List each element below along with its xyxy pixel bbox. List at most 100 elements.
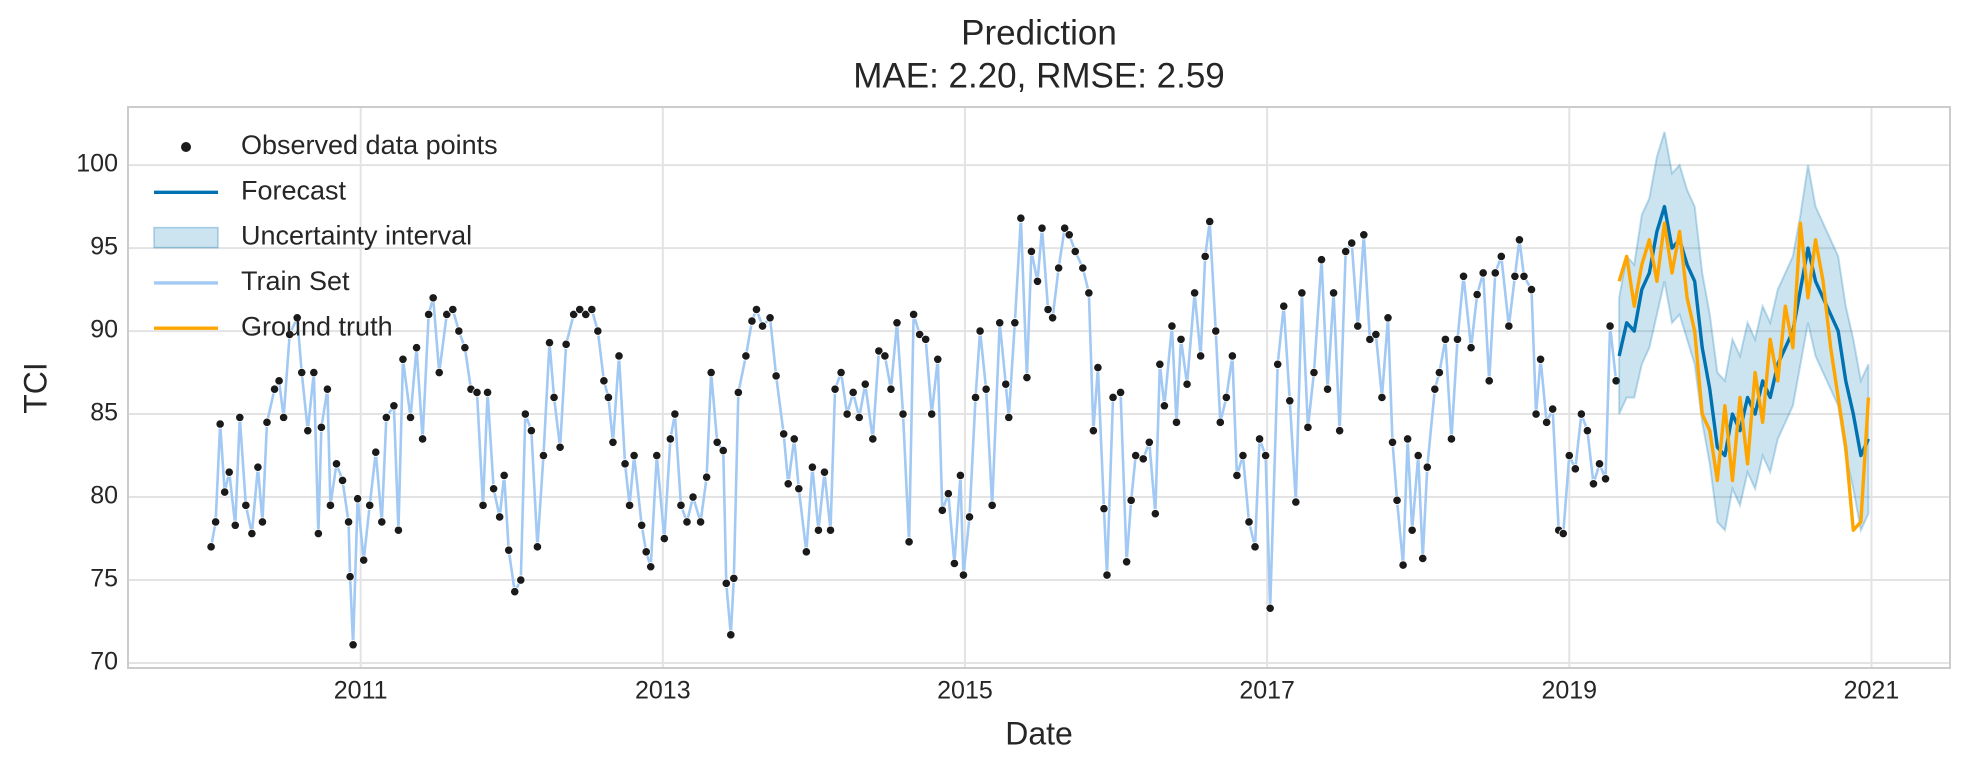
observed-point — [1088, 426, 1098, 436]
observed-point — [874, 346, 884, 356]
observed-point — [555, 442, 565, 452]
observed-point — [428, 293, 438, 303]
observed-point — [1190, 288, 1200, 298]
observed-point — [904, 537, 914, 547]
observed-point — [892, 318, 902, 328]
x-tick-label: 2019 — [1541, 677, 1597, 705]
observed-point — [454, 326, 464, 336]
observed-point — [789, 434, 799, 444]
observed-point — [389, 401, 399, 411]
observed-point — [1526, 284, 1537, 295]
observed-point — [325, 500, 336, 510]
observed-point — [417, 434, 428, 444]
observed-point — [345, 572, 355, 582]
observed-point — [1171, 417, 1182, 427]
observed-point — [1496, 251, 1506, 261]
observed-point — [629, 450, 639, 461]
observed-point — [801, 547, 811, 557]
observed-point — [309, 367, 319, 378]
observed-point — [405, 412, 416, 422]
observed-point — [915, 329, 925, 339]
observed-point — [1070, 246, 1080, 256]
observed-point — [253, 462, 263, 472]
observed-point — [215, 419, 225, 429]
observed-point — [970, 392, 981, 403]
observed-point — [343, 517, 354, 527]
observed-point — [665, 434, 675, 444]
observed-point — [1359, 230, 1369, 240]
observed-point — [544, 338, 555, 348]
series-line — [1617, 221, 1871, 532]
observed-point — [241, 500, 251, 510]
observed-point — [819, 467, 830, 477]
observed-point — [1422, 462, 1432, 472]
observed-point — [353, 494, 363, 504]
observed-point — [482, 387, 493, 398]
observed-point — [958, 570, 969, 580]
observed-point — [1001, 379, 1011, 389]
observed-point — [751, 304, 762, 315]
observed-point — [1434, 367, 1444, 378]
y-tick-label: 90 — [90, 316, 118, 344]
observed-point — [1329, 288, 1339, 298]
observed-point — [1200, 251, 1210, 261]
observed-point — [1353, 321, 1363, 331]
observed-point — [1215, 417, 1225, 427]
y-tick-label: 80 — [90, 482, 118, 510]
observed-point — [721, 578, 731, 588]
observed-point — [257, 517, 268, 527]
observed-point — [274, 376, 284, 386]
observed-point — [206, 542, 216, 552]
observed-point — [620, 459, 630, 469]
observed-point — [949, 558, 960, 569]
observed-point — [1227, 351, 1237, 361]
y-tick-label: 95 — [90, 233, 118, 261]
observed-point — [460, 343, 470, 353]
observed-point — [848, 387, 858, 398]
observed-point — [1600, 474, 1611, 484]
observed-point — [313, 528, 323, 539]
observed-point — [569, 309, 579, 320]
y-tick-label: 70 — [90, 648, 118, 676]
observed-point — [981, 384, 991, 394]
observed-point — [337, 475, 348, 486]
observed-point — [1176, 334, 1186, 344]
observed-point — [230, 520, 240, 530]
observed-point — [316, 422, 326, 432]
observed-point — [909, 309, 919, 320]
observed-point — [608, 437, 618, 447]
observed-point — [765, 313, 775, 323]
observed-point — [898, 409, 908, 419]
observed-point — [695, 517, 706, 527]
x-tick-label: 2017 — [1239, 677, 1295, 705]
observed-point — [733, 387, 743, 398]
observed-point — [1570, 464, 1580, 474]
y-tick-label: 100 — [76, 150, 118, 178]
observed-point — [1279, 301, 1289, 311]
observed-point — [1205, 216, 1215, 227]
observed-point — [1430, 384, 1440, 394]
observed-point — [1093, 362, 1103, 373]
observed-point — [659, 533, 669, 544]
observed-point — [1377, 392, 1387, 403]
observed-point — [1048, 313, 1058, 323]
observed-point — [1084, 288, 1094, 298]
observed-point — [779, 429, 789, 439]
observed-point — [1250, 542, 1260, 552]
observed-point — [1102, 570, 1112, 580]
observed-point — [646, 562, 656, 572]
observed-point — [1519, 271, 1529, 281]
chart-subtitle: MAE: 2.20, RMSE: 2.59 — [853, 56, 1225, 95]
observed-point — [943, 489, 953, 499]
observed-point — [1211, 326, 1221, 336]
observed-point — [702, 472, 712, 482]
observed-point — [599, 376, 609, 386]
observed-point — [880, 351, 890, 361]
observed-point — [442, 309, 452, 320]
observed-point — [747, 316, 757, 326]
observed-point — [285, 329, 295, 339]
observed-point — [964, 512, 975, 522]
observed-point — [1144, 437, 1154, 447]
observed-point — [1303, 422, 1313, 432]
observed-point — [1535, 354, 1546, 364]
